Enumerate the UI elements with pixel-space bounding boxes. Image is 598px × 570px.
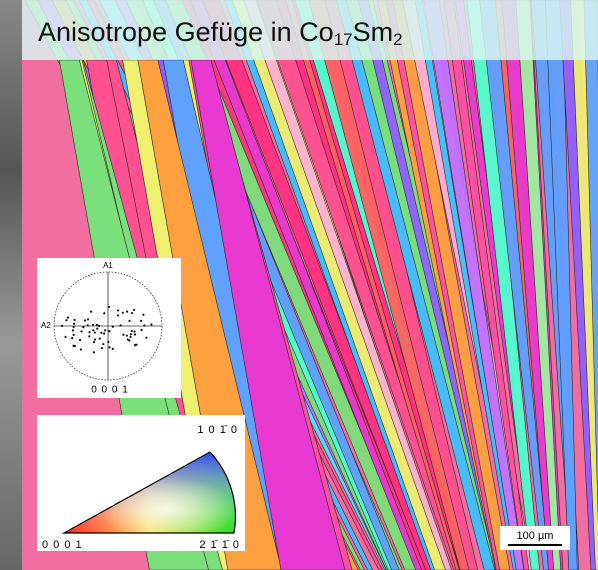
pole-point [73, 334, 75, 336]
pole-point [117, 309, 119, 311]
pole-point [65, 319, 67, 321]
pole-point [80, 348, 82, 350]
pole-point [96, 328, 98, 330]
title-sub: 17 [334, 30, 353, 49]
pole-point [102, 343, 104, 345]
pole-label: 0 0 0 1 [91, 385, 129, 396]
title-text: Anisotrope Gefüge in Co [38, 17, 334, 47]
pole-point [79, 339, 81, 341]
pole-point [100, 332, 102, 334]
pole-point [134, 344, 136, 346]
pole-point [134, 333, 136, 335]
pole-point [88, 331, 90, 333]
pole-point [107, 341, 109, 343]
pole-point [131, 312, 133, 314]
pole-point [80, 330, 82, 332]
pole-point [127, 338, 129, 340]
pole-point [96, 324, 98, 326]
pole-point [98, 325, 100, 327]
pole-point [126, 335, 128, 337]
pole-point [74, 345, 76, 347]
pole-point [142, 314, 144, 316]
sem-strip [0, 0, 22, 570]
pole-point [93, 341, 95, 343]
pole-point [61, 325, 63, 327]
pole-point [122, 334, 124, 336]
pole-point [130, 333, 132, 335]
pole-point [84, 319, 86, 321]
pole-point [112, 348, 114, 350]
axis-label: A2 [41, 321, 51, 330]
pole-point [140, 329, 142, 331]
pole-point [94, 338, 96, 340]
pole-point [87, 324, 89, 326]
pole-point [145, 337, 147, 339]
pole-point [64, 336, 66, 338]
axis-label: A1 [103, 261, 113, 270]
pole-point [72, 329, 74, 331]
pole-point [108, 306, 110, 308]
title-sub: 2 [393, 30, 402, 49]
pole-point [108, 346, 110, 348]
pole-point [99, 338, 101, 340]
pole-point [82, 326, 84, 328]
color-key-inset: 1 0 1̄ 0 0 0 0 1 2 1̄ 1̄ 0 [37, 415, 245, 551]
pole-point [133, 309, 135, 311]
pole-point [117, 314, 119, 316]
scale-bar-label: 100 µm [517, 530, 554, 542]
pole-point [90, 311, 92, 313]
pole-point [73, 323, 75, 325]
key-label: 2 1̄ 1̄ 0 [199, 539, 240, 551]
pole-point [92, 329, 94, 331]
pole-point [150, 323, 152, 325]
pole-point [143, 324, 145, 326]
pole-point [73, 326, 75, 328]
title-text: Sm [353, 17, 394, 47]
pole-point [140, 320, 142, 322]
key-label: 0 0 0 1 [42, 539, 83, 551]
inset-background [37, 258, 181, 398]
pole-point [94, 331, 96, 333]
pole-point [103, 332, 105, 334]
pole-point [128, 320, 130, 322]
pole-point [119, 324, 121, 326]
pole-point [73, 319, 75, 321]
pole-point [131, 330, 133, 332]
pole-point [71, 337, 73, 339]
pole-point [67, 316, 69, 318]
pole-point [103, 312, 105, 314]
pole-point [87, 318, 89, 320]
pole-point [108, 330, 110, 332]
pole-point [129, 336, 131, 338]
key-label: 1 0 1̄ 0 [197, 424, 238, 436]
pole-point [104, 329, 106, 331]
pole-point [101, 347, 103, 349]
micrograph-slide: Anisotrope Gefüge in Co17Sm2 A1 A2 0 0 0… [0, 0, 598, 570]
pole-figure-inset: A1 A2 0 0 0 1 [37, 258, 181, 398]
pole-point [88, 335, 90, 337]
scale-bar: 100 µm [500, 526, 570, 550]
pole-point [122, 312, 124, 314]
pole-point [126, 311, 128, 313]
pole-point [133, 331, 135, 333]
pole-point [92, 324, 94, 326]
pole-point [112, 326, 114, 328]
pole-point [93, 351, 95, 353]
